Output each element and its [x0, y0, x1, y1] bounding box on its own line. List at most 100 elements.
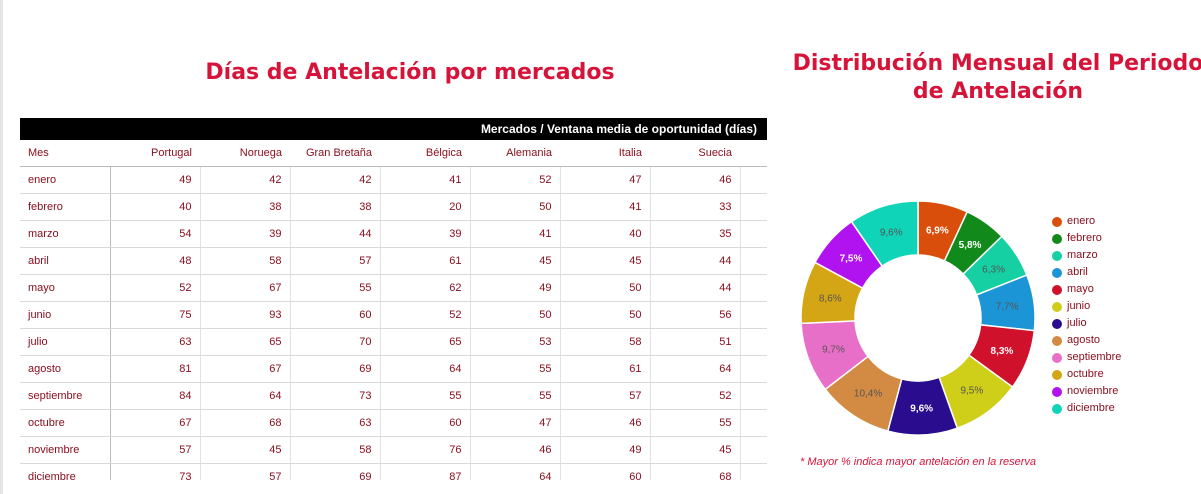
legend-label: enero [1067, 215, 1096, 227]
month-cell: mayo [20, 274, 111, 302]
legend-swatch [1052, 216, 1062, 227]
legend-item: julio [1052, 315, 1121, 332]
month-cell: octubre [20, 409, 111, 437]
table-row: mayo 52 67 55 62 49 50 44 [20, 274, 767, 302]
value-cell-empty [740, 463, 767, 480]
value-cell: 68 [650, 463, 741, 480]
month-cell: marzo [20, 220, 111, 248]
value-cell: 40 [110, 193, 201, 221]
value-cell-empty [740, 301, 767, 329]
table-title: Días de Antelación por mercados [205, 60, 615, 85]
table-row: septiembre 84 64 73 55 55 57 52 [20, 382, 767, 410]
markets-table-container: Mercados / Ventana media de oportunidad … [20, 118, 767, 480]
value-cell: 50 [470, 301, 561, 329]
value-cell: 87 [380, 463, 471, 480]
value-cell: 55 [470, 382, 561, 410]
legend-swatch [1052, 284, 1062, 295]
legend-label: junio [1067, 300, 1091, 312]
legend-label: julio [1067, 317, 1087, 329]
donut-slice-label: 9,6% [910, 403, 933, 414]
legend-item: agosto [1052, 332, 1121, 349]
value-cell: 49 [110, 166, 201, 194]
value-cell: 60 [380, 409, 471, 437]
value-cell: 67 [110, 409, 201, 437]
donut-slice-diciembre [850, 200, 919, 268]
legend-swatch [1052, 318, 1062, 329]
value-cell: 53 [470, 328, 561, 356]
value-cell: 42 [200, 166, 291, 194]
value-cell: 52 [380, 301, 471, 329]
month-cell: junio [20, 301, 111, 329]
value-cell: 61 [560, 355, 651, 383]
column-header: Noruega [200, 140, 290, 167]
value-cell: 47 [560, 166, 651, 194]
value-cell: 51 [650, 328, 741, 356]
value-cell: 49 [470, 274, 561, 302]
value-cell: 48 [110, 247, 201, 275]
legend-label: diciembre [1067, 402, 1115, 414]
legend-swatch [1052, 403, 1062, 414]
value-cell: 54 [110, 220, 201, 248]
value-cell-empty [740, 166, 767, 194]
donut-slice-label: 9,7% [822, 344, 845, 355]
value-cell: 57 [290, 247, 381, 275]
value-cell: 64 [200, 382, 291, 410]
value-cell: 41 [470, 220, 561, 248]
table-group-header: Mercados / Ventana media de oportunidad … [20, 118, 767, 140]
value-cell: 63 [110, 328, 201, 356]
value-cell: 63 [290, 409, 381, 437]
value-cell: 93 [200, 301, 291, 329]
legend-swatch [1052, 386, 1062, 397]
donut-chart-title: Distribución Mensual del Periodo de Ante… [792, 51, 1201, 104]
value-cell: 76 [380, 436, 471, 464]
value-cell: 52 [470, 166, 561, 194]
value-cell: 56 [650, 301, 741, 329]
donut-chart: 6,9% 5,8% 6,3% 7,7% 8,3% 9,5% 9,6% 10,4% 9,7% 8,6… [800, 200, 1036, 436]
donut-slice-label: 7,5% [840, 253, 863, 264]
value-cell-empty [740, 274, 767, 302]
table-row: julio 63 65 70 65 53 58 51 [20, 328, 767, 356]
value-cell: 50 [560, 301, 651, 329]
value-cell: 67 [200, 355, 291, 383]
value-cell: 55 [470, 355, 561, 383]
value-cell: 45 [560, 247, 651, 275]
month-cell: agosto [20, 355, 111, 383]
legend-item: diciembre [1052, 400, 1121, 417]
month-cell: diciembre [20, 463, 111, 480]
month-cell: septiembre [20, 382, 111, 410]
table-group-header-label: Mercados / Ventana media de oportunidad … [480, 122, 757, 136]
column-header: Bélgica [380, 140, 470, 167]
month-cell: enero [20, 166, 111, 194]
value-cell-empty [740, 382, 767, 410]
value-cell: 64 [650, 355, 741, 383]
legend-label: abril [1067, 266, 1088, 278]
legend-item: octubre [1052, 366, 1121, 383]
value-cell: 50 [560, 274, 651, 302]
table-row: marzo 54 39 44 39 41 40 35 [20, 220, 767, 248]
value-cell: 41 [380, 166, 471, 194]
footnote: * Mayor % indica mayor antelación en la … [800, 456, 1037, 468]
value-cell: 49 [560, 436, 651, 464]
value-cell-empty [740, 409, 767, 437]
value-cell-empty [740, 436, 767, 464]
column-header: Gran Bretaña [290, 140, 380, 167]
value-cell: 46 [650, 166, 741, 194]
legend-label: mayo [1067, 283, 1094, 295]
table-row: octubre 67 68 63 60 47 46 55 [20, 409, 767, 437]
legend-label: septiembre [1067, 351, 1122, 363]
column-header-mes: Mes [20, 140, 110, 167]
legend-swatch [1052, 267, 1062, 278]
value-cell: 60 [290, 301, 381, 329]
value-cell-empty [740, 220, 767, 248]
column-header: Suecia [650, 140, 740, 167]
value-cell: 55 [650, 409, 741, 437]
value-cell: 44 [650, 274, 741, 302]
table-row: abril 48 58 57 61 45 45 44 [20, 247, 767, 275]
value-cell-empty [740, 328, 767, 356]
value-cell: 46 [470, 436, 561, 464]
table-row: febrero 40 38 38 20 50 41 33 [20, 193, 767, 221]
donut-slice-label: 10,4% [854, 388, 882, 399]
value-cell: 57 [110, 436, 201, 464]
donut-slice-label: 6,9% [926, 226, 949, 237]
column-header: Italia [560, 140, 650, 167]
